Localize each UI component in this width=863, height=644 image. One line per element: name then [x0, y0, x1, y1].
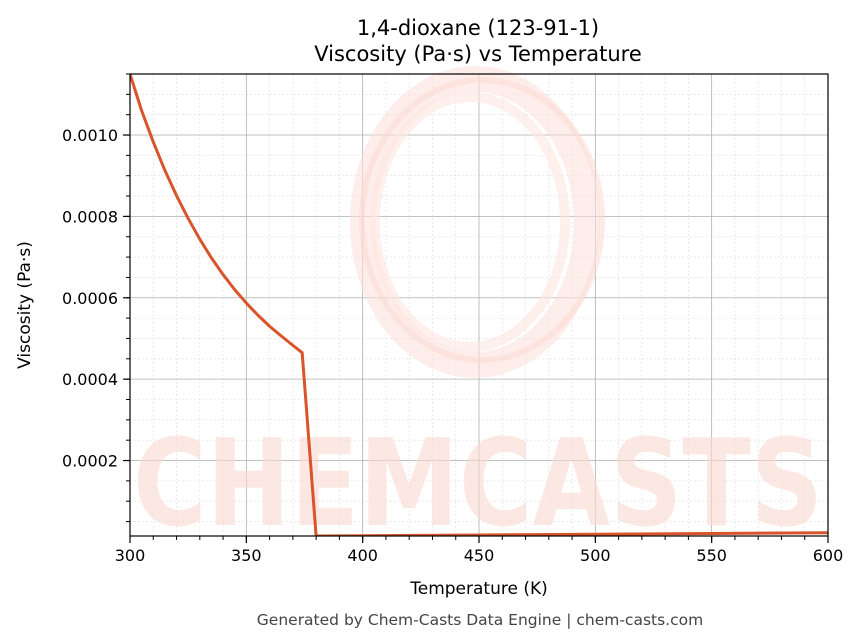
watermark-swirl-logo: [350, 66, 605, 378]
x-tick-label: 550: [696, 546, 727, 565]
series-line: [130, 74, 828, 536]
footer-credit: Generated by Chem-Casts Data Engine | ch…: [257, 611, 703, 629]
chart-title: 1,4-dioxane (123-91-1): [357, 16, 599, 40]
y-axis: 0.0002 0.0004 0.0006 0.0008 0.0010: [62, 73, 130, 523]
watermark-text: CHEMCASTS: [133, 415, 823, 554]
y-tick-label: 0.0008: [62, 207, 118, 226]
y-tick-label: 0.0004: [62, 370, 118, 389]
x-tick-label: 500: [580, 546, 611, 565]
plot-area: CHEMCASTS: [129, 66, 829, 554]
y-tick-label: 0.0006: [62, 289, 118, 308]
x-tick-label: 400: [347, 546, 378, 565]
x-axis: 300 350 400 450 500 550 600: [115, 536, 844, 565]
y-axis-label: Viscosity (Pa·s): [15, 241, 35, 369]
x-tick-label: 350: [231, 546, 262, 565]
chemcasts-watermark: CHEMCASTS: [133, 66, 823, 554]
x-axis-label: Temperature (K): [409, 579, 548, 599]
x-tick-label: 600: [813, 546, 844, 565]
y-tick-label: 0.0010: [62, 126, 118, 145]
x-tick-label: 300: [115, 546, 146, 565]
series-layer: [130, 74, 828, 536]
x-tick-label: 450: [464, 546, 495, 565]
chart-subtitle: Viscosity (Pa·s) vs Temperature: [314, 42, 642, 66]
y-tick-label: 0.0002: [62, 452, 118, 471]
